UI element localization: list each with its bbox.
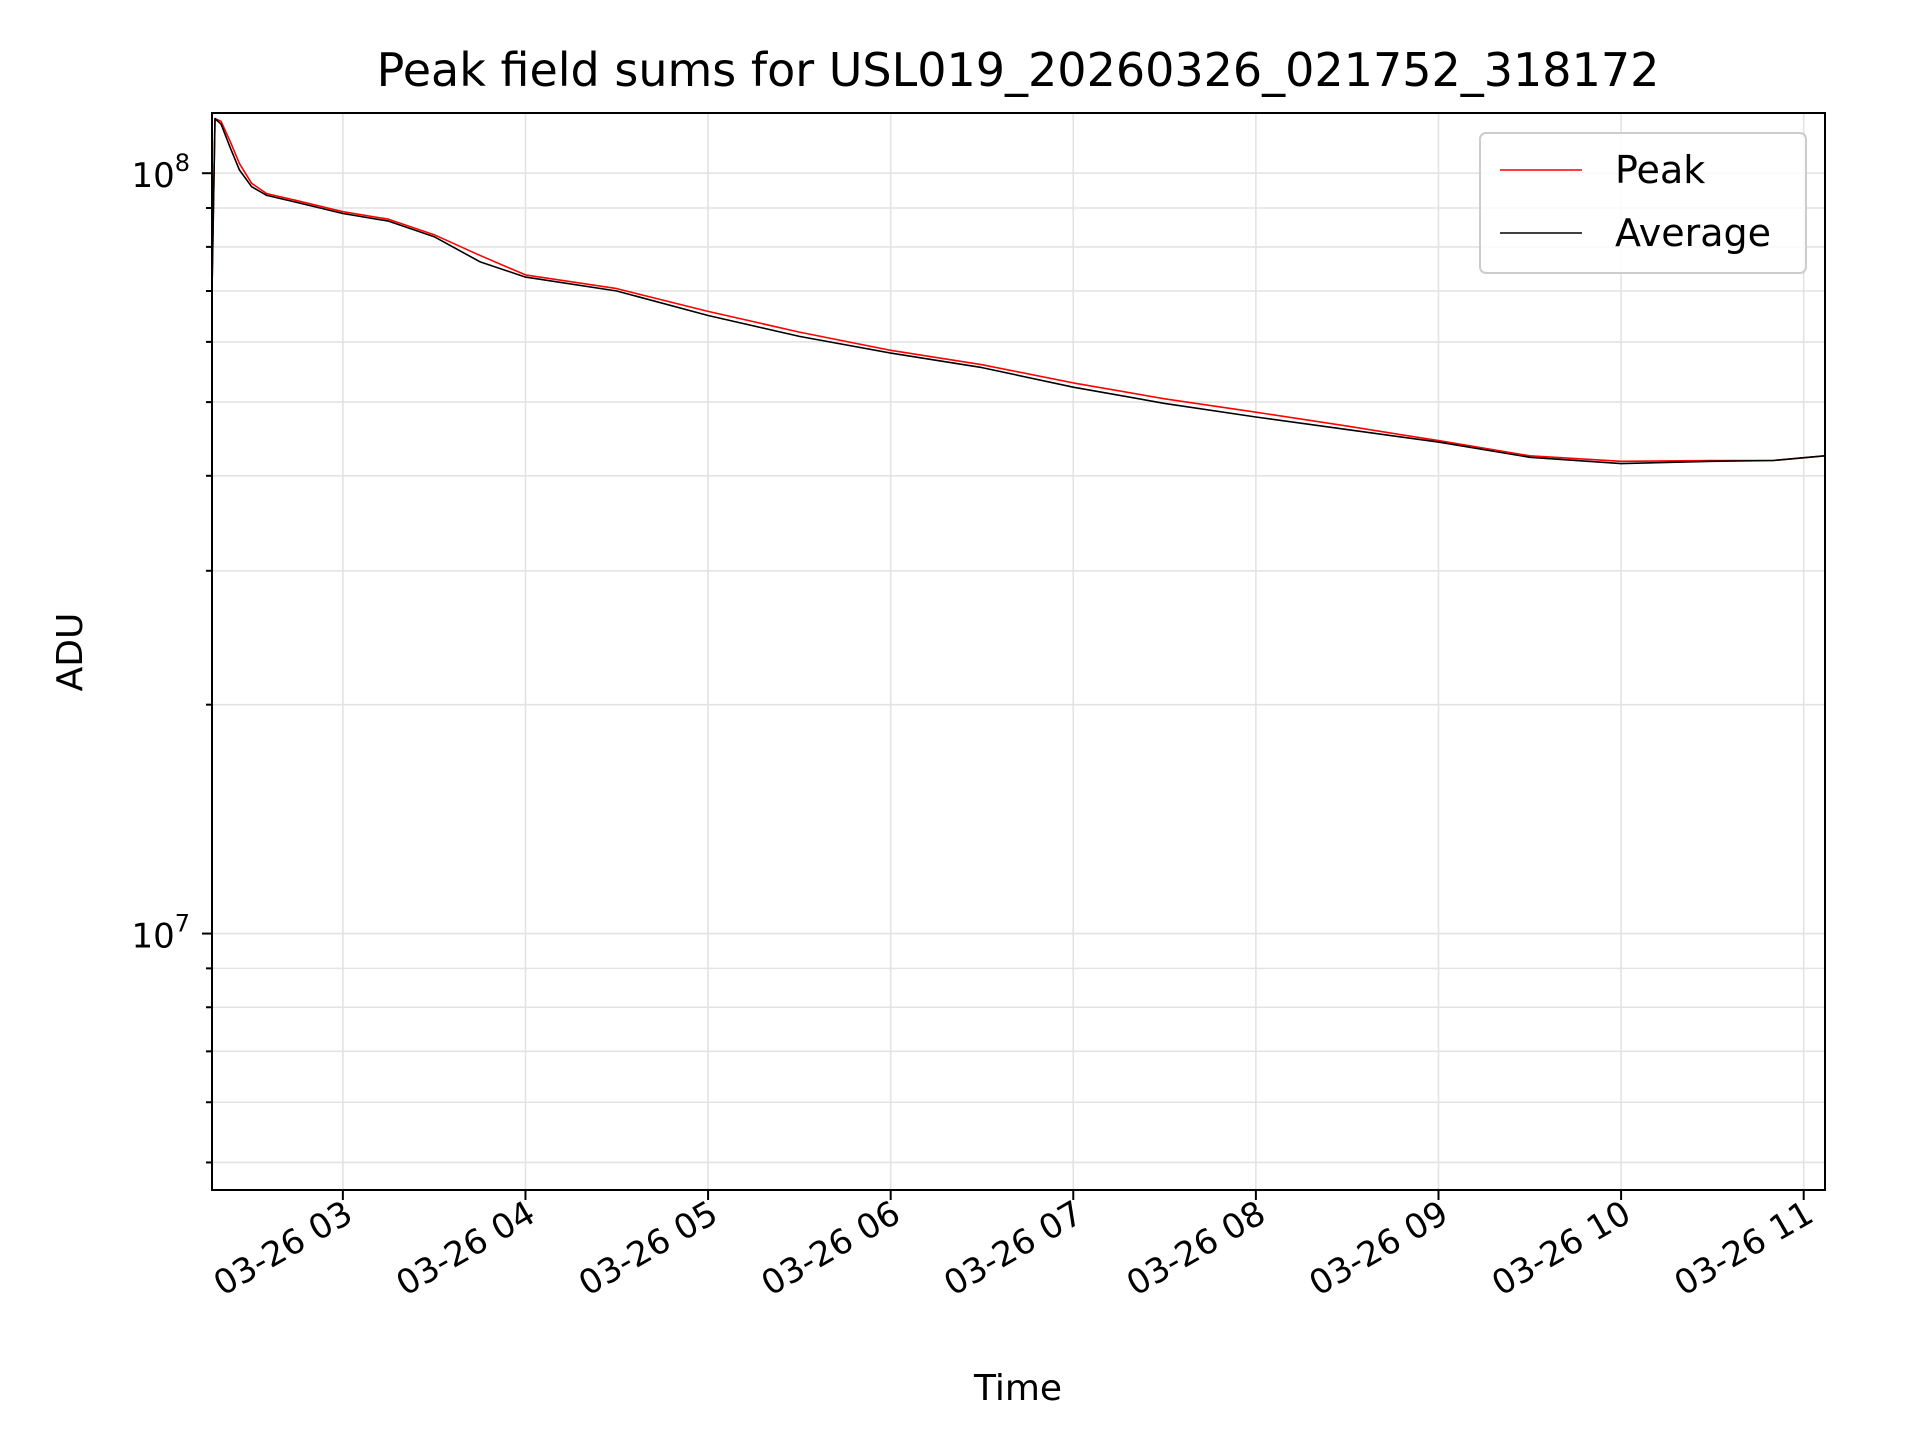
x-grid <box>342 113 1805 1190</box>
x-axis-label: Time <box>973 1368 1062 1409</box>
series-line-average <box>212 117 1825 465</box>
legend: Peak Average <box>1479 132 1807 274</box>
chart-title: Peak field sums for USL019_20260326_0217… <box>377 43 1660 97</box>
y-tick-label: 108 <box>131 149 190 196</box>
plot-frame <box>211 112 1826 1191</box>
series-layer <box>212 117 1825 465</box>
legend-label-peak: Peak <box>1615 148 1705 192</box>
y-grid <box>212 172 1825 1164</box>
legend-label-average: Average <box>1615 211 1771 255</box>
legend-box <box>1479 132 1807 274</box>
y-axis-label: ADU <box>50 613 91 692</box>
series-line-peak <box>212 117 1825 463</box>
y-axis: 107 108 <box>131 149 212 1164</box>
y-tick-label: 107 <box>131 910 190 957</box>
